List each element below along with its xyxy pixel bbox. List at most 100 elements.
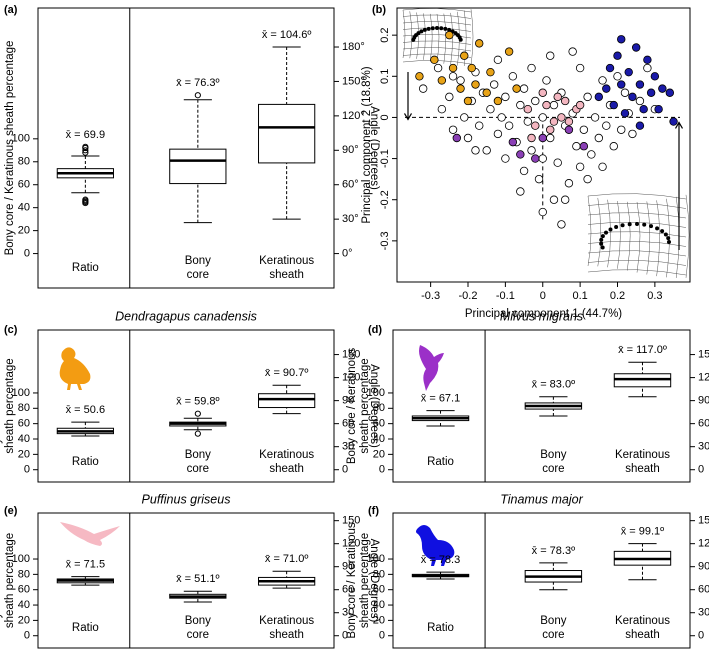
y2-tick-label: 30 [342,441,354,453]
y2-axis-label: Angle (Degrees) [368,106,380,190]
point [493,55,503,65]
y-tick-label: 40 [18,599,30,611]
point [643,63,652,73]
point [501,154,510,163]
point [448,63,458,73]
y-tick-label: 40 [373,599,385,611]
point [598,76,607,85]
y-tick-label: 80 [18,402,30,414]
grid-sketch [587,202,687,209]
point [575,100,585,110]
grid-sketch [636,201,641,273]
y-axis-label: sheath percentage [359,358,371,453]
point [669,117,678,126]
grid-sketch [587,212,687,219]
y2-tick-label: 120° [342,110,365,122]
y-tick-label: 40 [373,433,385,445]
point [512,84,521,93]
point [538,154,547,163]
grid-sketch [587,231,687,238]
point [527,63,536,73]
landmark-dot [439,26,444,31]
landmark-dot [627,222,632,227]
y2-tick-label: 150 [342,515,360,527]
plot-frame [396,7,691,283]
plot-frame [37,7,335,289]
point [504,47,514,56]
point [523,117,533,126]
landmark-dot [655,226,660,231]
y2-tick-label: 120 [698,372,709,384]
y-tick-label: 60 [373,584,385,596]
grid-sketch [666,198,670,278]
point [639,105,648,114]
point [482,146,491,155]
y2-tick-label: 0 [342,630,348,642]
y-tick-label: 0 [24,464,30,476]
grid-sketch [587,240,687,247]
point [531,96,540,106]
y2-tick-label: 60 [342,418,354,430]
point [437,105,447,114]
y2-tick-label: 90° [342,144,359,156]
landmark-dot [435,26,439,30]
landmark-dot [419,29,424,34]
category-label: core [187,269,209,281]
y2-tick-label: 180° [342,41,365,53]
category-label: core [542,463,564,475]
point [523,105,533,114]
point [508,137,518,147]
grid-sketch [402,9,406,59]
grid-sketch [587,269,687,276]
landmark-dot [660,229,665,234]
point [538,88,547,97]
y2-axis-label: Angle (Degrees) [368,364,380,448]
y-tick-label: 0.2 [379,28,391,43]
y-tick-label: 60 [18,179,30,191]
y-tick-label: 100 [367,553,385,565]
category-label: sheath [625,629,660,641]
point [527,133,536,143]
landmark-dot [614,225,619,230]
y-tick-label: 40 [18,202,30,214]
category-label: Keratinous [615,615,670,627]
x-tick-label: 0 [540,290,546,302]
point [564,179,574,188]
point [549,100,559,110]
y-tick-label: 20 [373,614,385,626]
grid-sketch [423,13,426,60]
point [628,92,637,102]
y2-tick-label: 60° [342,179,359,191]
point [460,51,469,60]
point [617,80,626,89]
grid-sketch [587,250,687,257]
y2-tick-label: 30 [698,441,709,453]
point [546,125,555,134]
point [617,35,626,44]
y-axis-label: Bony core / Keratinous [346,348,358,465]
point [456,84,465,93]
panel-label: (d) [368,324,382,336]
y-tick-label: -0.3 [379,231,391,250]
point [542,100,551,110]
category-label: core [187,629,209,641]
box [258,103,316,164]
grid-sketch [429,13,433,62]
point [575,162,585,172]
point [635,96,645,106]
point [564,117,574,126]
category-label: core [187,463,209,475]
y2-tick-label: 0 [698,630,704,642]
grid-sketch [402,47,472,52]
category-label: Keratinous [259,449,314,461]
y2-tick-label: 120 [342,538,360,550]
point [504,121,514,130]
y-tick-label: 60 [18,418,30,430]
point [605,63,615,73]
y-tick-label: 80 [18,568,30,580]
point [430,55,439,65]
mean-label: x̄ = 76.3º [176,77,219,89]
point [635,121,645,130]
point [493,96,503,106]
mean-label: x̄ = 59.8º [176,396,219,408]
